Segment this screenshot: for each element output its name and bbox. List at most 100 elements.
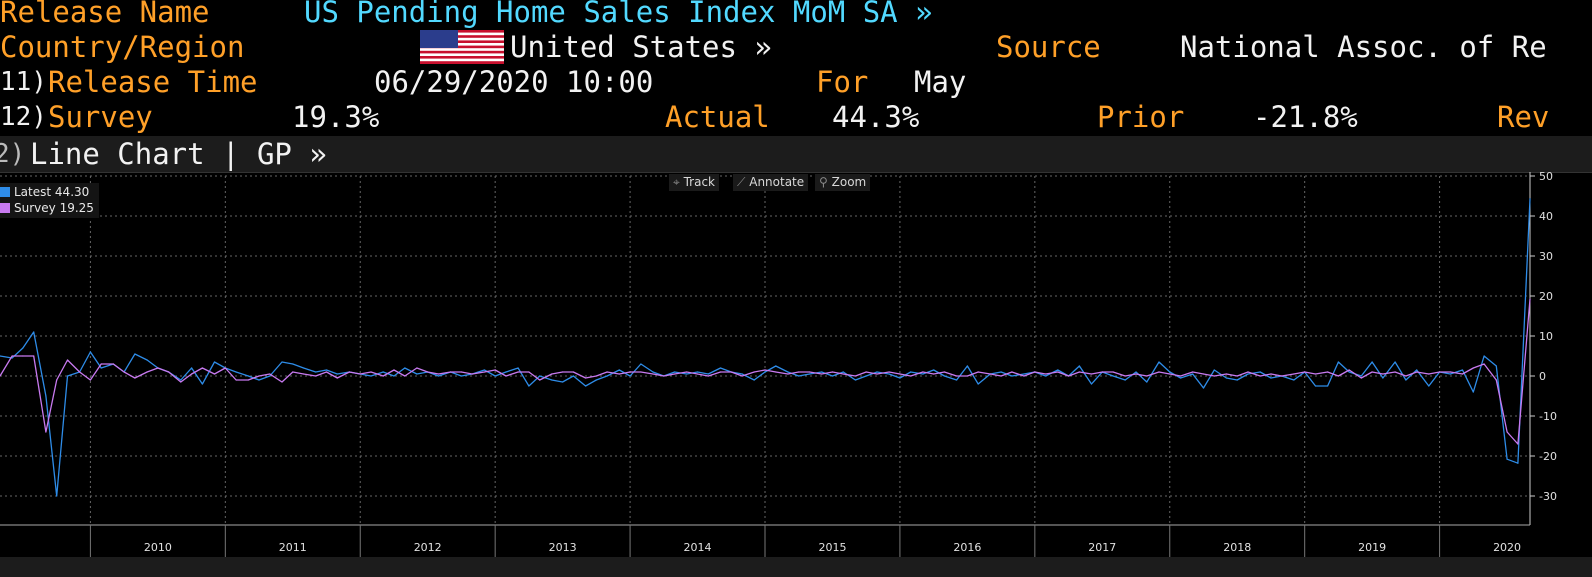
data-point-latest — [1180, 377, 1182, 379]
for-label: For — [816, 65, 869, 99]
data-point-latest — [1337, 361, 1339, 363]
data-point-survey — [1213, 375, 1215, 377]
data-point-latest — [1000, 371, 1002, 373]
data-point-latest — [100, 367, 102, 369]
panel-title-bar: 2) Line Chart | GP » — [0, 136, 1592, 173]
data-point-survey — [876, 373, 878, 375]
release-time-label[interactable]: Release Time — [48, 65, 258, 99]
chart-area[interactable]: 50 40 30 20 10 0 -10 -20 -30 2010 2011 2012 2013 2014… — [0, 170, 1592, 558]
data-point-latest — [247, 375, 249, 377]
release-time-value: 06/29/2020 10:00 — [374, 65, 654, 99]
data-point-latest — [1293, 379, 1295, 381]
data-point-survey — [180, 381, 182, 383]
data-point-latest — [180, 379, 182, 381]
panel-title[interactable]: Line Chart | GP » — [30, 137, 327, 171]
data-point-latest — [1045, 375, 1047, 377]
data-point-latest — [1225, 377, 1227, 379]
data-point-latest — [33, 331, 35, 333]
source-label: Source — [996, 30, 1101, 64]
data-point-survey — [1011, 371, 1013, 373]
x-tick-label: 2016 — [953, 541, 981, 554]
survey-number[interactable]: 12) — [0, 102, 47, 132]
for-value: May — [914, 65, 967, 99]
data-point-latest — [1483, 355, 1485, 357]
revised-label: Rev — [1497, 100, 1550, 134]
data-point-survey — [910, 375, 912, 377]
y-tick-label: 50 — [1539, 172, 1553, 183]
data-point-latest — [753, 379, 755, 381]
data-point-survey — [224, 367, 226, 369]
prior-label: Prior — [1097, 100, 1185, 134]
data-point-survey — [201, 367, 203, 369]
data-point-latest — [585, 385, 587, 387]
data-point-latest — [483, 369, 485, 371]
y-tick-label: 30 — [1539, 250, 1553, 263]
legend-item-latest[interactable]: Latest 44.30 — [0, 185, 89, 200]
release-time-number[interactable]: 11) — [0, 67, 47, 97]
data-point-survey — [213, 373, 216, 375]
data-point-survey — [191, 373, 193, 375]
x-tick-label: 2017 — [1088, 541, 1116, 554]
data-point-survey — [1158, 371, 1160, 373]
data-point-latest — [606, 375, 608, 377]
zoom-button[interactable]: ⚲ Zoom — [815, 174, 871, 191]
data-point-latest — [539, 375, 541, 377]
data-point-survey — [1337, 375, 1339, 377]
data-point-survey — [730, 371, 732, 373]
data-point-latest — [45, 395, 47, 397]
us-flag-icon — [420, 30, 504, 64]
data-point-survey — [1000, 375, 1002, 377]
data-point-survey — [842, 373, 844, 375]
annotate-button[interactable]: ⟋ Annotate — [733, 174, 809, 191]
country-value[interactable]: United States » — [510, 30, 772, 64]
data-point-latest — [191, 367, 193, 369]
data-point-survey — [808, 371, 811, 373]
y-tick-label: -30 — [1539, 490, 1557, 503]
data-point-latest — [1371, 361, 1373, 363]
data-point-survey — [1180, 375, 1182, 377]
data-point-survey — [618, 373, 620, 375]
data-point-latest — [922, 373, 924, 375]
data-point-survey — [146, 371, 148, 373]
data-point-latest — [1146, 381, 1148, 383]
data-point-survey — [551, 373, 553, 375]
data-point-survey — [427, 371, 429, 373]
data-point-survey — [1327, 371, 1329, 373]
legend-survey-value: 19.25 — [59, 201, 94, 215]
x-tick-label: 2014 — [684, 541, 712, 554]
data-point-survey — [674, 373, 676, 375]
data-point-latest — [572, 375, 575, 377]
data-point-latest — [1135, 371, 1137, 373]
legend-swatch-survey — [0, 203, 10, 213]
track-button[interactable]: ⌖ Track — [669, 174, 719, 191]
data-point-latest — [696, 371, 699, 373]
data-point-latest — [1259, 371, 1261, 373]
data-point-latest — [1213, 369, 1215, 371]
legend-item-survey[interactable]: Survey 19.25 — [0, 201, 94, 216]
bottom-panel-bar — [0, 557, 1592, 577]
data-point-survey — [471, 373, 473, 375]
data-point-latest — [1495, 365, 1497, 367]
data-point-survey — [1068, 375, 1070, 377]
survey-label[interactable]: Survey — [48, 100, 153, 134]
data-point-survey — [595, 375, 597, 377]
data-point-latest — [956, 379, 958, 381]
data-point-latest — [842, 371, 844, 373]
y-tick-label: -10 — [1539, 410, 1557, 423]
data-point-latest — [1270, 377, 1272, 379]
panel-number[interactable]: 2) — [0, 139, 26, 169]
data-point-survey — [1270, 373, 1272, 375]
data-point-latest — [741, 373, 743, 375]
data-point-latest — [1112, 375, 1114, 377]
release-name-value[interactable]: US Pending Home Sales Index MoM SA » — [304, 0, 933, 29]
data-point-survey — [899, 373, 901, 375]
data-point-survey — [483, 371, 485, 373]
data-point-survey — [1449, 371, 1451, 373]
data-point-survey — [370, 371, 372, 373]
data-point-survey — [1314, 373, 1317, 375]
data-point-survey — [292, 371, 294, 373]
data-point-survey — [663, 375, 665, 377]
data-point-survey — [686, 371, 688, 373]
data-point-survey — [1090, 373, 1093, 375]
